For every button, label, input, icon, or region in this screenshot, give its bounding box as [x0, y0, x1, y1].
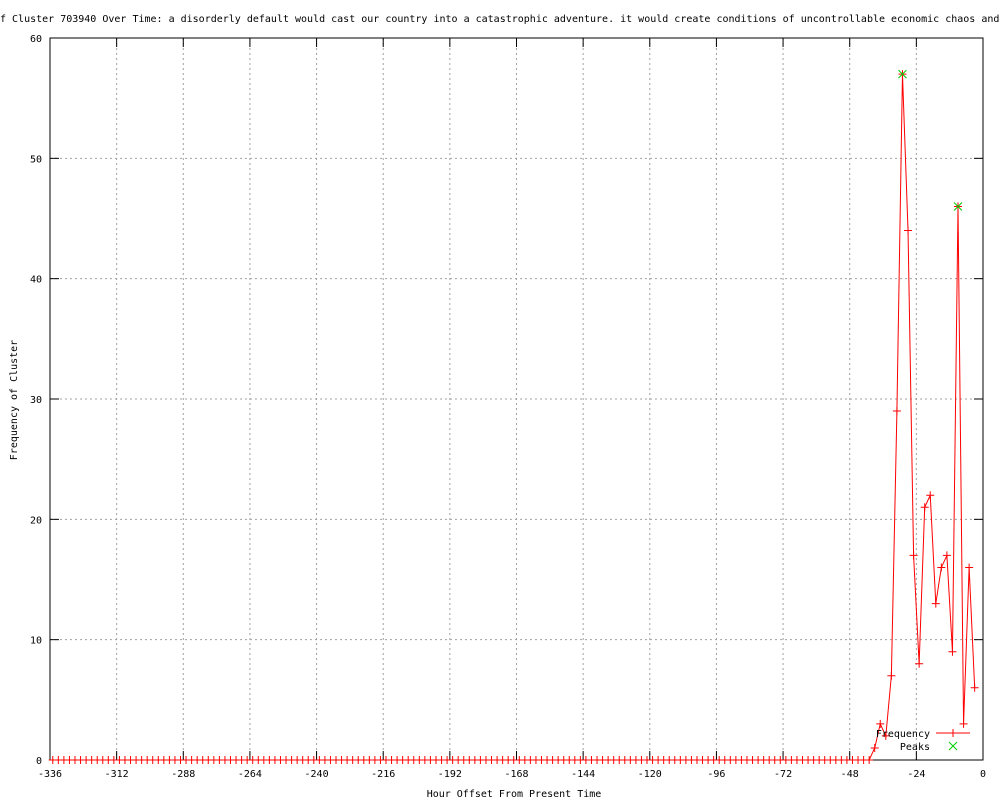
y-tick-label: 0 [36, 756, 42, 767]
x-tick-label: -72 [774, 769, 792, 780]
legend-marker-peaks [948, 741, 958, 751]
legend-label-frequency: Frequency [876, 729, 930, 740]
legend: Frequency Peaks [876, 729, 970, 753]
x-tick-label: -192 [438, 769, 462, 780]
frequency-point [931, 599, 940, 608]
x-tick-label: -336 [38, 769, 62, 780]
x-tick-label: -264 [238, 769, 262, 780]
frequency-point [915, 659, 924, 668]
y-tick-label: 10 [30, 636, 42, 647]
frequency-point [942, 551, 951, 560]
legend-label-peaks: Peaks [900, 742, 930, 753]
x-tick-label: -48 [841, 769, 859, 780]
frequency-point [870, 743, 879, 752]
chart-title: f Cluster 703940 Over Time: a disorderly… [0, 14, 999, 25]
x-tick-label: -312 [105, 769, 129, 780]
axes: -336 -312 -288 -264 -240 -216 -192 -168 -144 -120… [30, 34, 986, 780]
frequency-line [52, 74, 976, 761]
frequency-point [965, 563, 974, 572]
y-axis-label: Frequency of Cluster [9, 340, 20, 460]
x-tick-label: -288 [171, 769, 195, 780]
y-tick-label: 60 [30, 34, 42, 45]
frequency-point [887, 671, 896, 680]
frequency-point [865, 756, 874, 764]
x-axis-label: Hour Offset From Present Time [427, 789, 602, 800]
frequency-point [970, 683, 979, 692]
y-tick-label: 20 [30, 515, 42, 526]
y-tick-label: 40 [30, 275, 42, 286]
x-tick-label: -24 [907, 769, 925, 780]
y-tick-label: 50 [30, 154, 42, 165]
frequency-point [937, 563, 946, 572]
frequency-point [904, 226, 913, 235]
x-tick-label: 0 [980, 769, 986, 780]
frequency-point [876, 719, 885, 728]
x-tick-label: -120 [638, 769, 662, 780]
frequency-point [948, 647, 957, 656]
frequency-point [892, 407, 901, 416]
legend-marker-frequency [949, 729, 957, 737]
x-tick-label: -168 [504, 769, 528, 780]
frequency-point [881, 731, 890, 740]
x-tick-label: -96 [707, 769, 725, 780]
frequency-point [926, 491, 935, 500]
peak-point [898, 69, 907, 79]
x-tick-label: -216 [371, 769, 395, 780]
frequency-point [909, 551, 918, 560]
y-tick-label: 30 [30, 395, 42, 406]
peak-point [953, 202, 963, 211]
x-tick-label: -240 [305, 769, 329, 780]
x-tick-label: -144 [571, 769, 595, 780]
series [48, 69, 979, 764]
frequency-point [959, 719, 968, 728]
grid [50, 38, 983, 760]
frequency-point [920, 503, 929, 512]
